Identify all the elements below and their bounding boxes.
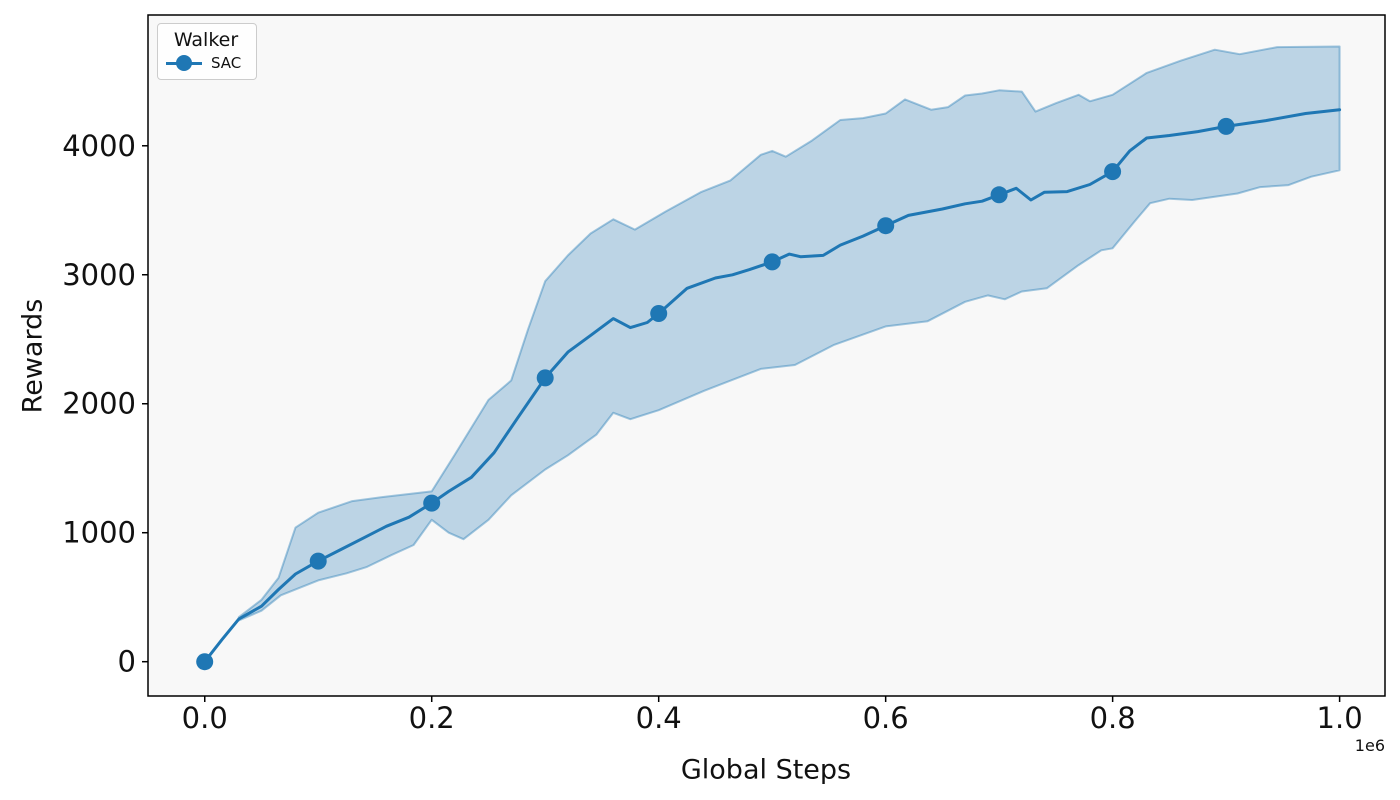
axes-background <box>148 15 1385 696</box>
sac-line <box>203 108 1342 664</box>
legend-entry-sac: SAC <box>166 54 246 72</box>
legend-line-marker-icon <box>166 55 202 71</box>
x-tick-label: 0.0 <box>182 701 228 735</box>
axes-spines <box>147 14 1386 697</box>
y-tick-label: 0 <box>118 645 136 679</box>
x-tick-label: 0.2 <box>409 701 455 735</box>
x-tick-label: 0.6 <box>863 701 909 735</box>
sac-marker <box>536 369 554 387</box>
x-tick-label: 0.4 <box>636 701 682 735</box>
sac-marker <box>763 253 781 271</box>
x-tick-label: 1.0 <box>1317 701 1363 735</box>
sac-marker <box>1217 117 1235 135</box>
legend-title: Walker <box>173 29 239 51</box>
x-axis-offset-label: 1e6 <box>1354 736 1385 755</box>
sac-marker <box>423 494 441 512</box>
sac-marker <box>650 305 668 322</box>
confidence-band <box>237 45 1341 622</box>
y-tick-label: 4000 <box>62 129 136 163</box>
y-axis-label: Rewards <box>17 298 49 414</box>
sac-marker <box>877 217 895 235</box>
y-tick-label: 1000 <box>62 516 136 550</box>
legend-entry-label: SAC <box>211 54 242 72</box>
legend-dot-icon <box>176 55 192 71</box>
x-tick-label: 0.8 <box>1090 701 1136 735</box>
sac-marker <box>309 552 327 570</box>
y-tick-label: 3000 <box>62 258 136 292</box>
legend: Walker SAC <box>157 23 257 80</box>
y-tick-label: 2000 <box>62 387 136 421</box>
sac-marker <box>1104 163 1122 181</box>
x-axis-label: Global Steps <box>680 754 852 786</box>
sac-marker <box>196 653 214 671</box>
sac-marker <box>990 186 1008 204</box>
